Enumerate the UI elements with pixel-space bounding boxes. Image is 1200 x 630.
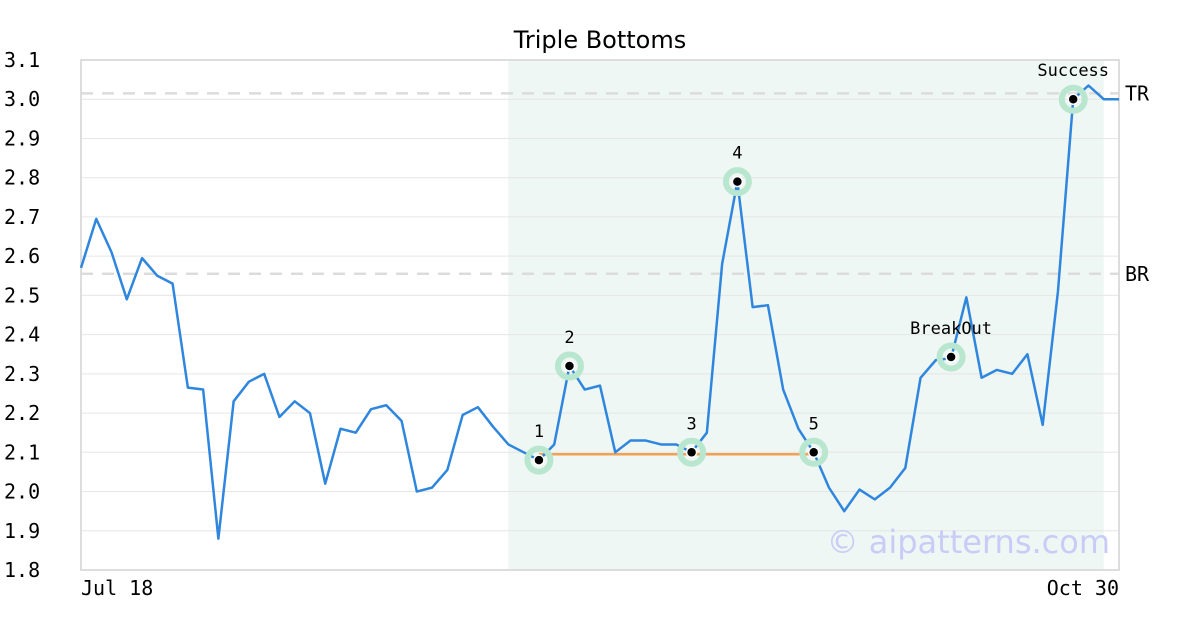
y-tick-label-2: 2.0 xyxy=(4,480,40,504)
point-label: BreakOut xyxy=(910,319,992,339)
watermark-text: © aipatterns.com xyxy=(827,523,1110,561)
y-tick-label-9: 2.7 xyxy=(4,205,40,229)
chart-title: Triple Bottoms xyxy=(513,26,687,54)
x-tick-label-start: Jul 18 xyxy=(81,576,153,600)
level-label-br: BR xyxy=(1125,262,1150,286)
point-marker xyxy=(685,446,698,459)
pattern-point-breakout: BreakOut xyxy=(910,319,992,372)
point-label: 3 xyxy=(686,414,696,434)
point-marker xyxy=(533,454,545,466)
y-tick-label-11: 2.9 xyxy=(4,126,40,150)
plot-frame xyxy=(80,59,1120,571)
point-halo xyxy=(722,167,752,197)
point-halo xyxy=(524,445,554,475)
point-halo xyxy=(677,437,707,467)
point-marker xyxy=(731,175,744,188)
y-tick-label-6: 2.4 xyxy=(4,323,40,347)
point-label: Success xyxy=(1037,61,1109,81)
point-label: 5 xyxy=(809,414,819,434)
point-halo xyxy=(1058,84,1088,114)
point-label: 2 xyxy=(564,328,574,348)
pattern-point-3: 3 xyxy=(677,414,707,467)
y-tick-label-0: 1.8 xyxy=(4,558,40,582)
pattern-region xyxy=(508,60,1104,570)
y-tick-label-1: 1.9 xyxy=(4,519,40,543)
point-marker xyxy=(807,446,820,459)
pattern-point-success: Success xyxy=(1037,61,1109,114)
y-tick-label-12: 3.0 xyxy=(4,87,40,111)
pattern-point-5: 5 xyxy=(799,414,829,467)
y-tick-label-8: 2.6 xyxy=(4,244,40,268)
y-tick-label-5: 2.3 xyxy=(4,362,40,386)
pattern-point-1: 1 xyxy=(524,422,554,475)
point-halo xyxy=(799,437,829,467)
point-marker xyxy=(1067,93,1079,105)
pattern-point-2: 2 xyxy=(554,328,584,381)
y-tick-label-13: 3.1 xyxy=(4,48,40,72)
y-tick-label-3: 2.1 xyxy=(4,440,40,464)
pattern-point-4: 4 xyxy=(722,144,752,197)
point-label: 1 xyxy=(534,422,544,442)
level-label-tr: TR xyxy=(1125,81,1150,105)
point-label: 4 xyxy=(732,144,742,164)
y-tick-label-7: 2.5 xyxy=(4,283,40,307)
x-tick-label-end: Oct 30 xyxy=(1047,576,1119,600)
point-halo xyxy=(554,351,584,381)
point-marker xyxy=(945,351,957,363)
point-halo xyxy=(936,342,966,372)
point-marker xyxy=(563,360,576,372)
y-tick-label-10: 2.8 xyxy=(4,166,40,190)
y-tick-label-4: 2.2 xyxy=(4,401,40,425)
